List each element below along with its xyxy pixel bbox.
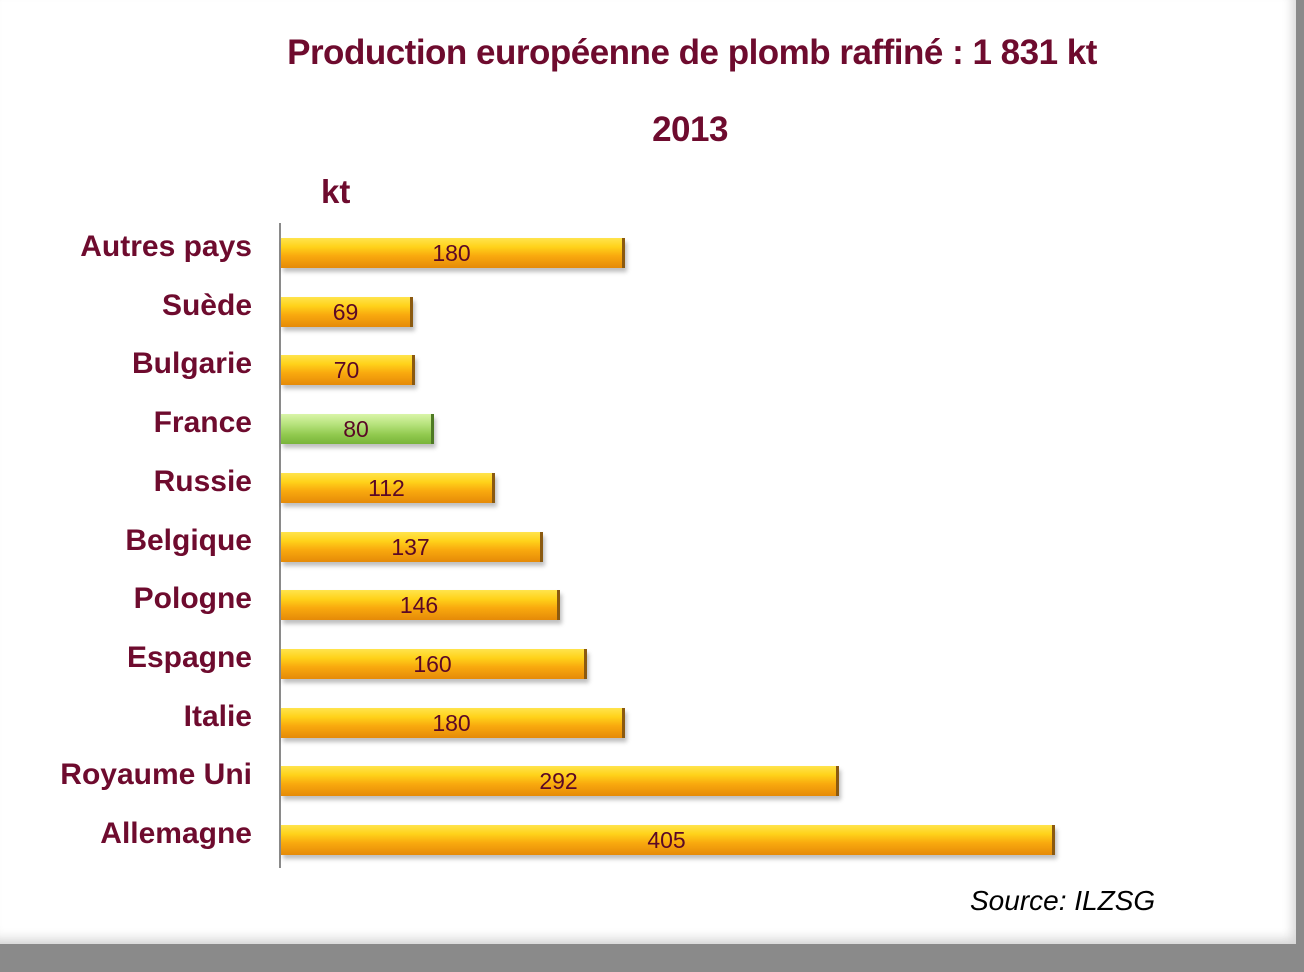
bar-value-label: 80 xyxy=(343,416,369,443)
bar-row: Pologne 146 xyxy=(0,582,1304,621)
category-label: Allemagne xyxy=(100,817,252,850)
bar-row: France 80 xyxy=(0,406,1304,445)
bar-value-label: 137 xyxy=(391,533,430,560)
category-label: Autres pays xyxy=(80,230,252,263)
bar: 160 xyxy=(281,648,587,679)
chart-title: Production européenne de plomb raffiné :… xyxy=(287,33,1097,72)
category-label: Bulgarie xyxy=(131,347,252,381)
bar-row: Belgique 137 xyxy=(0,524,1304,562)
bar-value-label: 180 xyxy=(432,240,471,266)
category-label: Royaume Uni xyxy=(60,758,252,792)
bar-value-label: 160 xyxy=(413,650,452,677)
category-label: Pologne xyxy=(133,582,252,616)
category-label: Belgique xyxy=(125,523,252,557)
y-axis-line xyxy=(279,223,281,868)
bar-row: Suède 69 xyxy=(0,289,1304,327)
bar: 70 xyxy=(281,355,415,386)
bar: 69 xyxy=(281,296,413,327)
bar: 405 xyxy=(281,825,1055,855)
bar-row: Allemagne 405 xyxy=(0,817,1304,855)
bar-row: Italie 180 xyxy=(0,700,1304,738)
source-note: Source: ILZSG xyxy=(970,885,1156,916)
bar-row: Espagne 160 xyxy=(0,641,1304,679)
bar: 292 xyxy=(281,766,839,797)
bar-row: Autres pays 180 xyxy=(0,230,1304,268)
bar: 112 xyxy=(281,472,495,503)
category-label: Espagne xyxy=(126,640,252,674)
bar-value-label: 292 xyxy=(539,768,578,795)
category-label: Italie xyxy=(183,699,252,733)
category-label: France xyxy=(153,406,252,440)
bar: 80 xyxy=(281,414,434,445)
bar: 180 xyxy=(281,238,625,268)
chart-subtitle: 2013 xyxy=(652,110,728,149)
category-label: Suède xyxy=(161,288,252,322)
category-label: Russie xyxy=(153,464,252,498)
chart-card: Production européenne de plomb raffiné :… xyxy=(0,0,1296,944)
bar-row: Russie 112 xyxy=(0,465,1304,503)
bar-value-label: 69 xyxy=(332,298,359,325)
bar-row: Bulgarie 70 xyxy=(0,347,1304,386)
bar-value-label: 112 xyxy=(368,474,405,501)
bar-value-label: 180 xyxy=(432,709,471,736)
unit-label: kt xyxy=(321,173,351,210)
bar-value-label: 405 xyxy=(647,827,686,853)
bar: 146 xyxy=(281,590,560,621)
bar-value-label: 146 xyxy=(399,592,439,619)
bar: 137 xyxy=(281,531,543,562)
bar: 180 xyxy=(281,707,625,738)
bar-value-label: 70 xyxy=(333,357,360,384)
bar-row: Royaume Uni 292 xyxy=(0,758,1304,797)
